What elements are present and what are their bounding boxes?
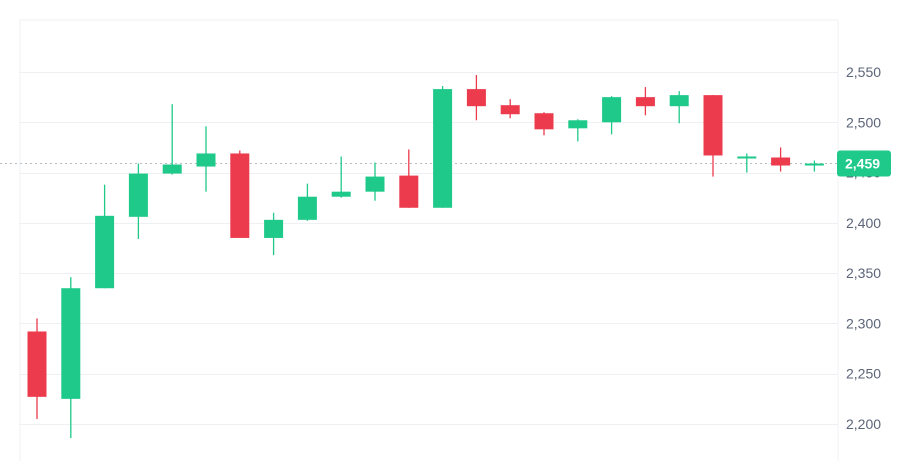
candle-body [331, 191, 351, 197]
candle-up [331, 156, 351, 198]
candle-down [230, 150, 250, 238]
candle-down [703, 95, 723, 177]
candle-body [804, 163, 824, 166]
y-tick-label: 2,350 [846, 265, 881, 281]
candle-up [365, 162, 385, 201]
candle-up [804, 160, 824, 172]
current-price-badge: 2,459 [837, 150, 891, 177]
candle-body [27, 331, 47, 397]
candle-body [365, 176, 385, 192]
candle-up [264, 212, 284, 256]
candle-body [196, 153, 216, 167]
y-tick-label: 2,400 [846, 215, 881, 231]
candle-up [568, 119, 588, 142]
candle-body [466, 89, 486, 107]
candle-body [264, 219, 284, 238]
y-tick-label: 2,250 [846, 366, 881, 382]
candle-down [466, 75, 486, 121]
candle-body [297, 196, 317, 220]
candle-body [230, 153, 250, 238]
y-tick-label: 2,200 [846, 416, 881, 432]
candle-down [399, 149, 419, 208]
candle-up [737, 153, 757, 173]
candle-body [433, 89, 453, 208]
candle-up [433, 86, 453, 208]
candle-body [399, 175, 419, 208]
candle-body [95, 215, 115, 289]
candle-body [771, 157, 791, 166]
candle-up [61, 277, 81, 439]
candle-body [737, 156, 757, 159]
candle-down [27, 318, 47, 419]
y-tick-label: 2,500 [846, 114, 881, 130]
candle-body [602, 97, 622, 123]
y-tick-label: 2,550 [846, 64, 881, 80]
candle-body [703, 95, 723, 156]
candle-body [635, 97, 655, 107]
candle-down [771, 147, 791, 172]
candle-body [500, 105, 520, 115]
candle-body [61, 288, 81, 399]
y-tick-label: 2,300 [846, 315, 881, 331]
candle-up [669, 91, 689, 124]
candle-up [162, 104, 182, 175]
current-price-badge-box [837, 150, 891, 177]
candle-down [635, 87, 655, 116]
candle-up [128, 163, 148, 239]
candle-up [297, 183, 317, 221]
candle-up [602, 96, 622, 135]
candle-body [534, 113, 554, 130]
candle-body [568, 120, 588, 129]
current-price-label: 2,459 [845, 156, 880, 172]
candle-body [669, 95, 689, 107]
grid-layer [19, 19, 839, 461]
candle-up [95, 184, 115, 289]
candle-down [534, 112, 554, 136]
candle-body [128, 173, 148, 217]
candle-down [500, 99, 520, 119]
candle-body [162, 164, 182, 174]
candle-layer [27, 75, 824, 439]
candle-up [196, 126, 216, 192]
